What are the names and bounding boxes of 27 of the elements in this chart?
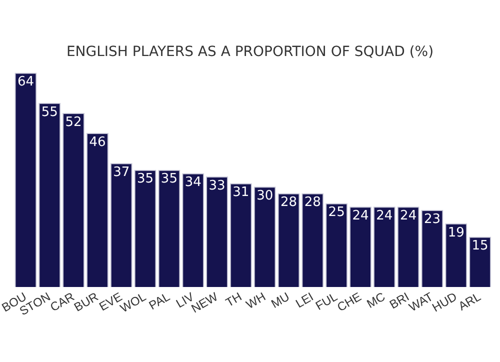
data-label: 24 [400,208,417,224]
data-label: 35 [137,172,154,187]
x-tick-label: PAL [146,289,173,313]
data-label: 28 [304,195,321,210]
data-label: 25 [328,205,345,220]
data-label: 34 [184,175,202,190]
data-label: 30 [256,188,274,204]
data-label: 19 [448,225,464,240]
data-label: 28 [280,195,298,210]
data-label: 15 [472,238,488,254]
x-tick-label: MC [364,289,388,312]
data-label: 24 [352,208,369,224]
data-label: 55 [41,104,58,120]
data-label: 33 [208,178,226,194]
x-tick-label: LEI [293,290,316,311]
data-label: 64 [17,74,34,90]
data-label: 37 [113,165,130,180]
chart-title: ENGLISH PLAYERS AS A PROPORTION OF SQUAD (%) [66,44,434,60]
data-label: 35 [160,172,178,187]
data-label: 31 [232,185,250,200]
data-label: 46 [89,134,106,150]
x-tick-label: TH [223,290,244,310]
data-label: 23 [424,212,440,227]
x-tick-label: MU [268,290,292,312]
data-label: 24 [376,208,393,224]
x-tick-label: WH [244,290,268,312]
data-label: 52 [65,114,82,130]
